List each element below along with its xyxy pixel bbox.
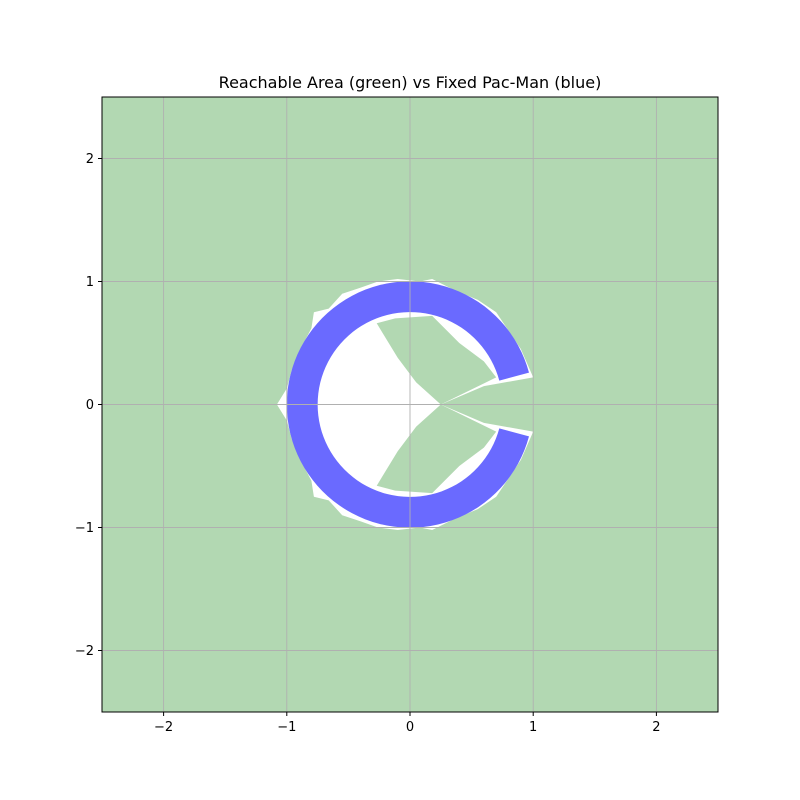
grid-lines xyxy=(102,97,718,712)
interior-reachable-regions xyxy=(376,315,497,494)
y-tick-label: 1 xyxy=(86,275,94,290)
interior-region-upper xyxy=(376,315,497,405)
x-tick-label: 0 xyxy=(406,720,414,735)
y-tick-label: −2 xyxy=(75,644,94,659)
y-axis: −2 −1 0 1 2 xyxy=(75,152,102,659)
x-tick-label: −2 xyxy=(154,720,173,735)
x-tick-label: −1 xyxy=(277,720,296,735)
x-tick-label: 2 xyxy=(652,720,660,735)
x-tick-label: 1 xyxy=(529,720,537,735)
plot-frame xyxy=(101,96,719,713)
plot-area xyxy=(102,97,718,712)
y-tick-label: 0 xyxy=(86,398,94,413)
y-tick-label: 2 xyxy=(86,152,94,167)
y-tick-label: −1 xyxy=(75,521,94,536)
x-axis: −2 −1 0 1 2 xyxy=(154,712,661,735)
interior-region-lower xyxy=(376,404,497,494)
chart-title: Reachable Area (green) vs Fixed Pac-Man … xyxy=(219,73,602,92)
